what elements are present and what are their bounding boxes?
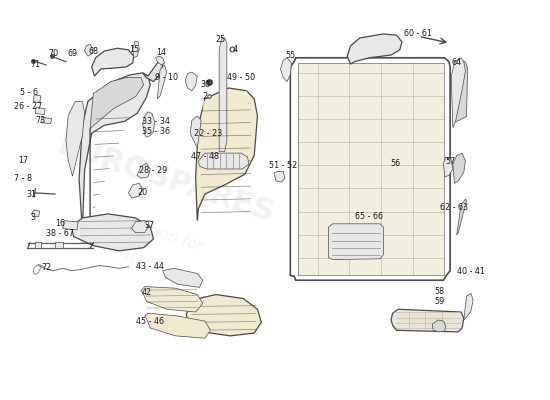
Text: 45 - 46: 45 - 46 — [136, 317, 164, 326]
Polygon shape — [131, 221, 148, 232]
Text: 25: 25 — [215, 35, 226, 44]
Polygon shape — [347, 34, 402, 64]
Text: 51 - 52: 51 - 52 — [269, 160, 298, 170]
Polygon shape — [79, 73, 150, 231]
Polygon shape — [35, 108, 45, 114]
Text: 59: 59 — [434, 297, 444, 306]
Polygon shape — [163, 268, 203, 287]
Polygon shape — [41, 117, 52, 124]
Polygon shape — [329, 224, 383, 260]
Text: 28 - 29: 28 - 29 — [139, 166, 168, 175]
Text: 37: 37 — [144, 221, 154, 230]
Text: 73: 73 — [36, 116, 46, 125]
Text: 71: 71 — [30, 60, 40, 70]
Text: 47 - 48: 47 - 48 — [191, 152, 219, 161]
Text: 3: 3 — [31, 213, 36, 222]
Text: 68: 68 — [89, 46, 98, 56]
Polygon shape — [137, 164, 150, 178]
Polygon shape — [274, 171, 285, 182]
Polygon shape — [66, 102, 85, 176]
Polygon shape — [145, 313, 211, 338]
Polygon shape — [185, 72, 197, 91]
Text: 20: 20 — [138, 188, 147, 196]
Text: 30: 30 — [200, 80, 210, 88]
Polygon shape — [196, 88, 257, 221]
Polygon shape — [55, 242, 63, 248]
Text: 14: 14 — [156, 48, 166, 57]
Text: 72: 72 — [41, 263, 51, 272]
Text: 42: 42 — [141, 288, 151, 297]
Text: 49 - 50: 49 - 50 — [227, 73, 255, 82]
Polygon shape — [453, 153, 465, 183]
Text: 17: 17 — [18, 156, 29, 165]
Text: 31: 31 — [26, 190, 36, 198]
Polygon shape — [128, 183, 142, 198]
Text: 9 - 10: 9 - 10 — [155, 73, 178, 82]
Polygon shape — [85, 44, 94, 56]
Text: EUROSPARES: EUROSPARES — [53, 132, 278, 229]
Polygon shape — [433, 320, 446, 332]
Text: 55: 55 — [285, 50, 295, 60]
Polygon shape — [90, 78, 144, 218]
Text: 26 - 27: 26 - 27 — [14, 102, 42, 111]
Polygon shape — [31, 210, 40, 217]
Polygon shape — [156, 56, 164, 65]
Text: 43 - 44: 43 - 44 — [136, 262, 164, 271]
Polygon shape — [456, 199, 466, 235]
Polygon shape — [199, 153, 249, 169]
Polygon shape — [190, 116, 201, 148]
Polygon shape — [464, 293, 473, 320]
Text: 38 - 67: 38 - 67 — [47, 229, 74, 238]
Text: 56: 56 — [390, 159, 400, 168]
Text: 62 - 63: 62 - 63 — [441, 203, 469, 212]
Polygon shape — [133, 41, 139, 58]
Polygon shape — [142, 57, 163, 82]
Text: 64: 64 — [452, 58, 461, 68]
Text: 57: 57 — [445, 156, 455, 166]
Text: 58: 58 — [434, 287, 444, 296]
Text: a passion for: a passion for — [106, 210, 204, 254]
Polygon shape — [203, 91, 250, 136]
Text: 35 - 36: 35 - 36 — [142, 127, 170, 136]
Polygon shape — [72, 214, 153, 251]
Polygon shape — [219, 38, 227, 152]
Polygon shape — [141, 286, 203, 312]
Polygon shape — [391, 309, 464, 332]
Text: 40 - 41: 40 - 41 — [457, 267, 485, 276]
Polygon shape — [454, 62, 467, 121]
Text: 33 - 34: 33 - 34 — [142, 117, 169, 126]
Text: 65 - 66: 65 - 66 — [355, 212, 383, 221]
Polygon shape — [92, 48, 134, 76]
Text: 4: 4 — [233, 45, 238, 54]
Polygon shape — [63, 221, 78, 230]
Polygon shape — [157, 65, 167, 99]
Polygon shape — [298, 63, 443, 275]
Text: 70: 70 — [49, 48, 59, 58]
Polygon shape — [186, 294, 261, 336]
Polygon shape — [142, 112, 155, 137]
Polygon shape — [451, 58, 465, 128]
Text: 5 - 6: 5 - 6 — [20, 88, 38, 97]
Polygon shape — [397, 312, 460, 329]
Polygon shape — [443, 157, 453, 177]
Text: 60 - 61: 60 - 61 — [404, 29, 432, 38]
Polygon shape — [280, 58, 292, 82]
Text: 15: 15 — [129, 45, 139, 54]
Text: 7 - 8: 7 - 8 — [14, 174, 32, 183]
Text: 2: 2 — [202, 92, 207, 101]
Polygon shape — [33, 95, 41, 103]
Text: 16: 16 — [56, 219, 65, 228]
Text: 22 - 23: 22 - 23 — [194, 129, 222, 138]
Text: Italian cars: Italian cars — [123, 247, 208, 288]
Polygon shape — [35, 242, 41, 248]
Text: 69: 69 — [68, 48, 78, 58]
